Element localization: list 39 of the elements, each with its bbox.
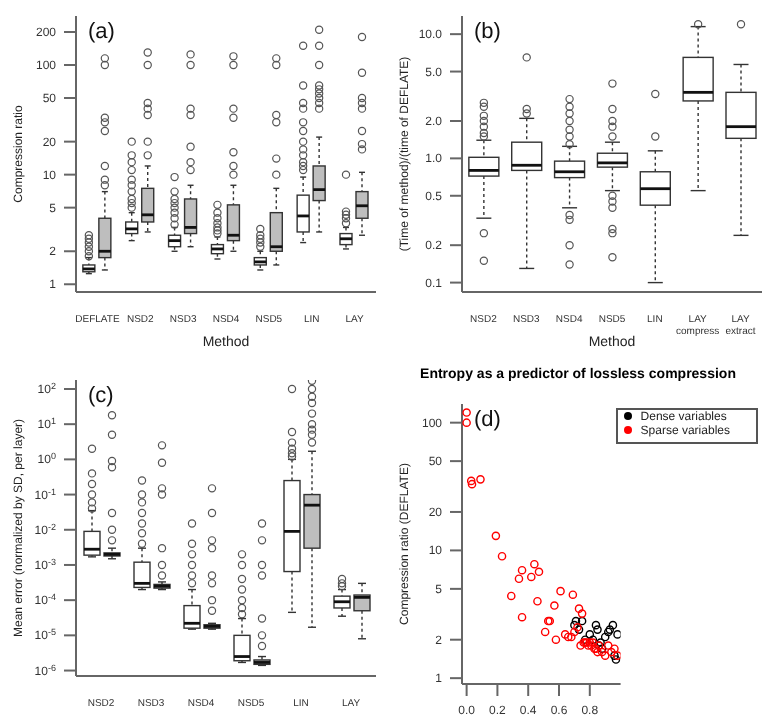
point [551, 635, 561, 644]
point [533, 596, 542, 606]
point [577, 609, 587, 618]
point [556, 586, 565, 596]
annotation: (d) [474, 408, 501, 432]
annotation: (a) [88, 20, 115, 44]
point [506, 591, 516, 601]
point [476, 475, 485, 484]
point [517, 612, 527, 622]
point [593, 625, 602, 634]
point [600, 651, 610, 660]
point [491, 531, 501, 541]
point [526, 572, 536, 582]
point [462, 408, 471, 417]
point [517, 565, 527, 575]
point [571, 616, 581, 626]
point [591, 620, 601, 630]
point [462, 418, 471, 427]
annotation: (c) [88, 384, 114, 408]
point [563, 632, 573, 642]
point [608, 620, 618, 630]
point [610, 644, 619, 654]
point [560, 630, 570, 639]
point [540, 627, 550, 637]
point [534, 567, 544, 577]
point [568, 590, 578, 600]
point [530, 559, 539, 569]
point [514, 574, 524, 584]
point [603, 641, 613, 650]
point [600, 632, 610, 642]
point [574, 604, 584, 613]
point [577, 616, 587, 626]
point [567, 632, 576, 642]
annotation: (b) [474, 20, 501, 44]
point [497, 551, 507, 561]
point [550, 601, 559, 610]
point [570, 627, 579, 637]
point [585, 630, 595, 639]
point [576, 641, 585, 650]
